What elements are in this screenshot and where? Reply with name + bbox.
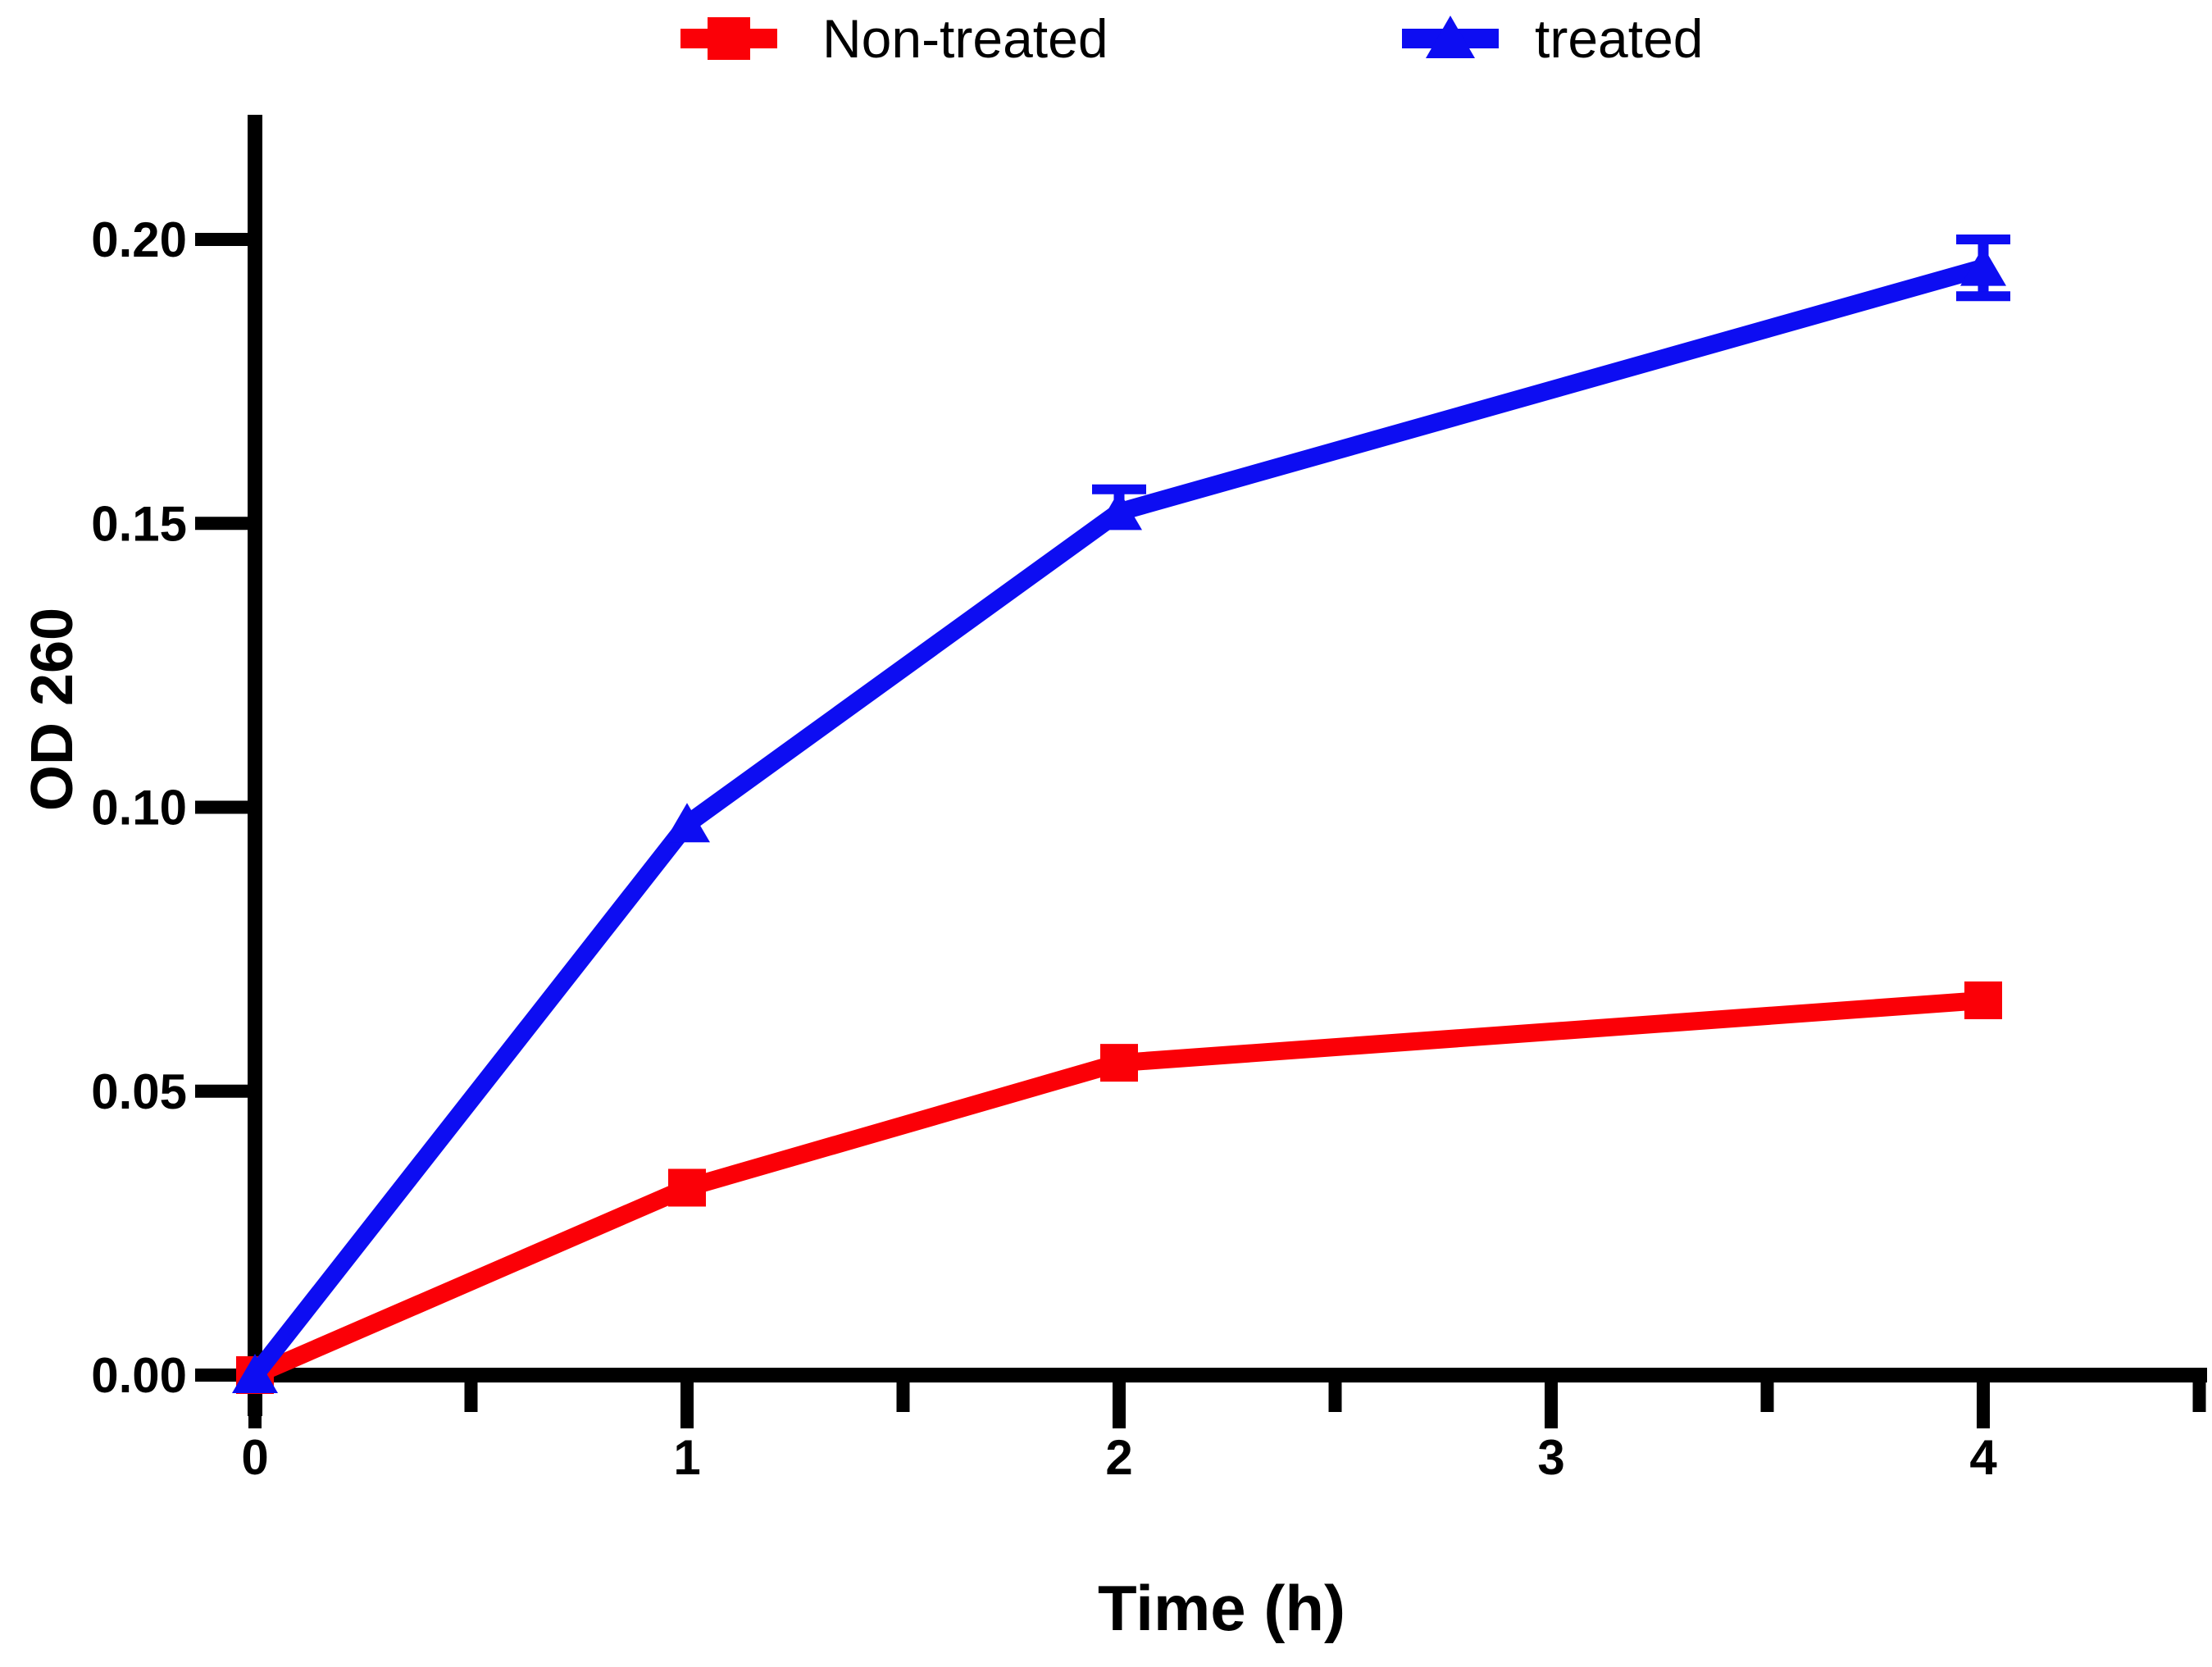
x-tick-label: 2 xyxy=(1105,1430,1132,1485)
y-tick-label: 0.05 xyxy=(91,1064,187,1119)
x-tick-label: 3 xyxy=(1537,1430,1564,1485)
marker-square-non-treated xyxy=(1964,981,2002,1019)
x-axis-ticks: 0 1 2 3 4 xyxy=(241,1382,2206,1485)
y-axis-title: OD 260 xyxy=(20,608,85,811)
legend-label-treated: treated xyxy=(1535,8,1703,69)
marker-triangle-treated xyxy=(664,803,710,843)
legend xyxy=(680,16,1499,60)
x-axis-title: Time (h) xyxy=(1098,1572,1345,1644)
x-tick-label: 0 xyxy=(241,1430,268,1485)
legend-marker-square-non-treated xyxy=(708,17,750,60)
marker-triangle-treated xyxy=(232,1354,278,1393)
marker-square-non-treated xyxy=(1100,1044,1138,1082)
legend-label-non-treated: Non-treated xyxy=(822,8,1108,69)
series-line-treated xyxy=(248,259,1986,1381)
x-tick-label: 1 xyxy=(673,1430,700,1485)
legend-marker-triangle-treated xyxy=(1426,16,1475,58)
series-line-non-treated xyxy=(251,991,1984,1384)
series-layer xyxy=(232,235,2010,1394)
y-tick-label: 0.15 xyxy=(91,496,187,551)
marker-triangle-treated xyxy=(1960,246,2006,286)
y-tick-label: 0.10 xyxy=(91,781,187,836)
y-tick-label: 0.20 xyxy=(91,212,187,267)
marker-square-non-treated xyxy=(668,1168,706,1207)
x-tick-label: 4 xyxy=(1969,1430,1997,1485)
y-axis-ticks: 0.00 0.05 0.10 0.15 0.20 xyxy=(91,212,248,1403)
marker-triangle-treated xyxy=(1096,490,1142,531)
y-tick-label: 0.00 xyxy=(91,1348,187,1403)
